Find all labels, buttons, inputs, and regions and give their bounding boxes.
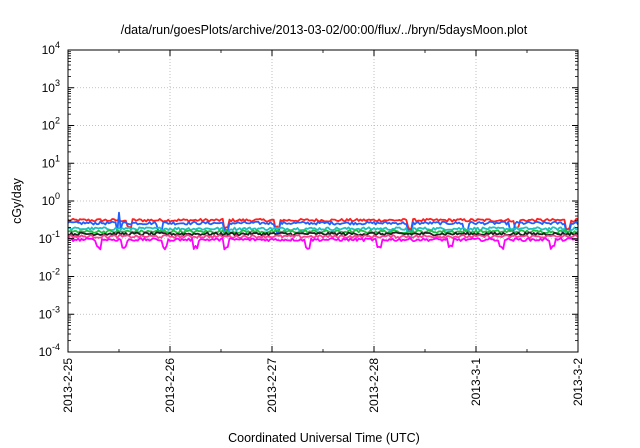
y-tick-label: 100 [42, 191, 60, 208]
x-tick-label: 2013-2-27 [265, 358, 279, 413]
y-tick-label: 101 [42, 153, 60, 170]
series-line-5 [67, 231, 579, 237]
y-axis-label: cGy/day [10, 177, 24, 224]
x-tick-label: 2013-2-25 [61, 358, 75, 413]
y-tick-label: 10-4 [39, 342, 60, 359]
grid [68, 50, 578, 352]
x-tick-label: 2013-2-28 [367, 358, 381, 413]
y-tick-label: 10-1 [39, 229, 60, 246]
x-tick-labels: 2013-2-25 2013-2-26 2013-2-27 2013-2-28 2013… [61, 358, 585, 413]
y-tick-label: 103 [42, 78, 60, 95]
x-axis-label: Coordinated Universal Time (UTC) [228, 431, 420, 445]
ticks [67, 49, 579, 353]
series-line-3 [67, 226, 579, 239]
x-tick-label: 2013-3-2 [571, 358, 585, 406]
y-tick-label: 104 [42, 40, 60, 57]
series-line-7 [67, 237, 579, 251]
series-line-4 [67, 229, 579, 235]
series-layer [67, 211, 579, 251]
chart-title: /data/run/goesPlots/archive/2013-03-02/0… [121, 23, 528, 37]
y-tick-label: 10-3 [39, 304, 60, 321]
y-tick-label: 10-2 [39, 267, 60, 284]
x-tick-label: 2013-2-26 [163, 358, 177, 413]
y-tick-labels: 104 103 102 101 100 10-1 10-2 10-3 10-4 [39, 40, 60, 359]
series-line-2 [67, 211, 579, 234]
x-tick-label: 2013-3-1 [469, 358, 483, 406]
series-line-6 [67, 234, 579, 239]
y-tick-label: 102 [42, 116, 60, 133]
